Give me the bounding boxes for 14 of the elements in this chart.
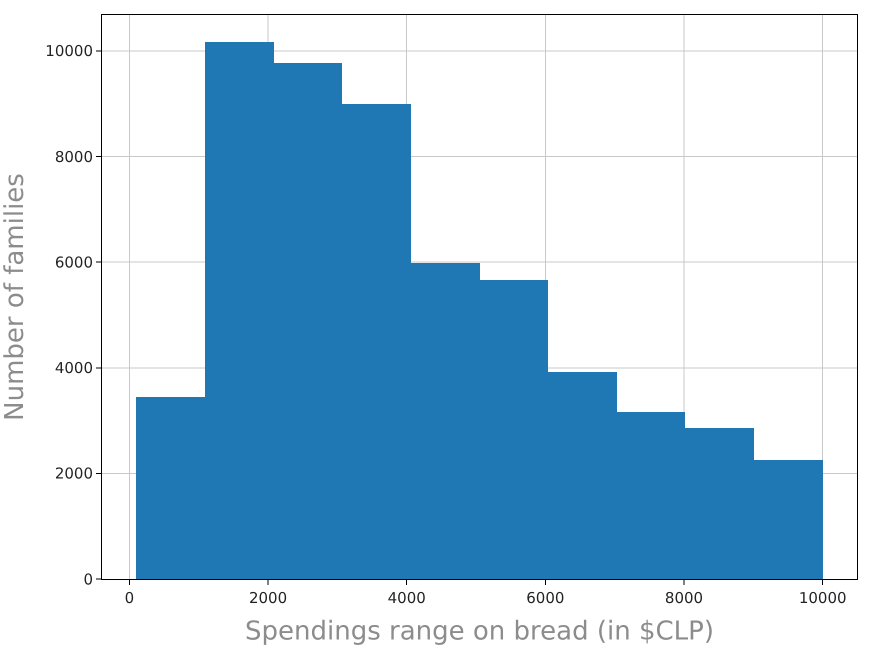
x-tick-label: 10000 [798,589,847,607]
y-tick-label: 8000 [54,148,93,166]
y-tick-label: 6000 [54,253,93,272]
y-tick-label: 10000 [45,42,93,60]
x-tick-label: 8000 [664,589,704,607]
y-tick-label: 4000 [54,359,93,378]
x-tick-label: 0 [124,589,134,607]
x-tick-label: 4000 [388,589,426,607]
y-tick-label: 2000 [54,464,93,483]
x-tick-label: 6000 [526,589,564,607]
x-tick-label: 2000 [248,589,288,607]
y-axis-title: Number of families [0,173,30,421]
y-tick-label: 0 [83,570,93,588]
x-axis-title: Spendings range on bread (in $CLP) [245,616,714,647]
